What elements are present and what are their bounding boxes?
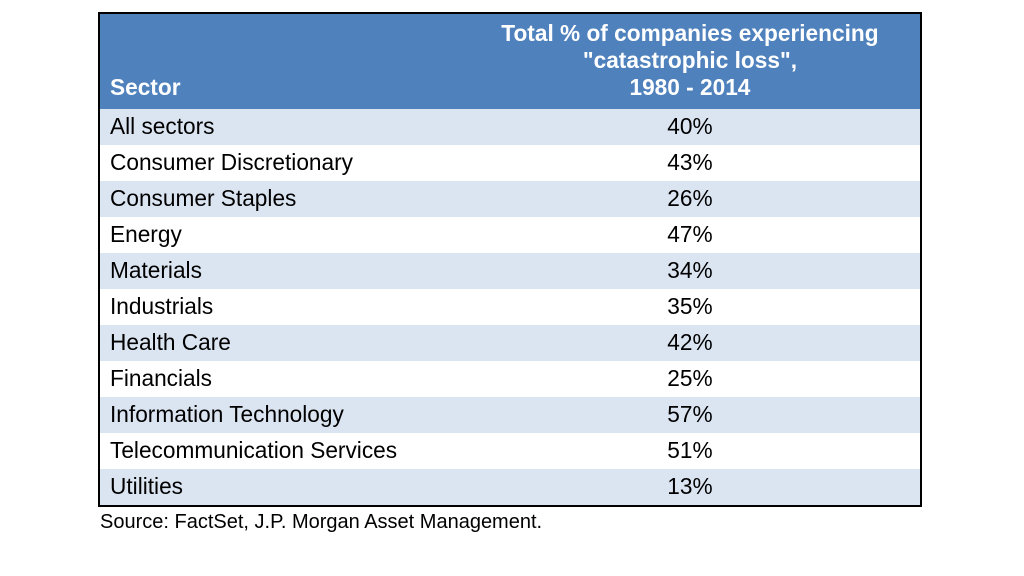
table-header: Sector Total % of companies experiencing… — [99, 13, 921, 109]
cell-sector: All sectors — [99, 109, 460, 145]
cell-value: 13% — [460, 469, 921, 506]
cell-sector: Telecommunication Services — [99, 433, 460, 469]
cell-value: 35% — [460, 289, 921, 325]
cell-sector: Consumer Staples — [99, 181, 460, 217]
cell-sector: Materials — [99, 253, 460, 289]
table-row: Telecommunication Services51% — [99, 433, 921, 469]
table-row: Industrials35% — [99, 289, 921, 325]
cell-sector: Consumer Discretionary — [99, 145, 460, 181]
cell-sector: Industrials — [99, 289, 460, 325]
cell-value: 43% — [460, 145, 921, 181]
cell-value: 25% — [460, 361, 921, 397]
cell-value: 34% — [460, 253, 921, 289]
cell-value: 40% — [460, 109, 921, 145]
table-row: All sectors40% — [99, 109, 921, 145]
table-body: All sectors40%Consumer Discretionary43%C… — [99, 109, 921, 506]
cell-value: 47% — [460, 217, 921, 253]
cell-value: 51% — [460, 433, 921, 469]
table-row: Information Technology57% — [99, 397, 921, 433]
table-row: Utilities13% — [99, 469, 921, 506]
table-row: Consumer Discretionary43% — [99, 145, 921, 181]
header-row: Sector Total % of companies experiencing… — [99, 13, 921, 109]
cell-value: 57% — [460, 397, 921, 433]
header-value-line-1: Total % of companies experiencing — [470, 20, 910, 47]
header-sector: Sector — [99, 13, 460, 109]
header-value-line-3: 1980 - 2014 — [470, 74, 910, 101]
cell-value: 26% — [460, 181, 921, 217]
cell-sector: Energy — [99, 217, 460, 253]
header-value-line-2: "catastrophic loss", — [470, 47, 910, 74]
cell-sector: Utilities — [99, 469, 460, 506]
table-row: Health Care42% — [99, 325, 921, 361]
header-value: Total % of companies experiencing "catas… — [460, 13, 921, 109]
table-row: Materials34% — [99, 253, 921, 289]
cell-value: 42% — [460, 325, 921, 361]
table-container: Sector Total % of companies experiencing… — [98, 12, 922, 534]
table-row: Consumer Staples26% — [99, 181, 921, 217]
cell-sector: Health Care — [99, 325, 460, 361]
cell-sector: Financials — [99, 361, 460, 397]
table-row: Energy47% — [99, 217, 921, 253]
cell-sector: Information Technology — [99, 397, 460, 433]
header-sector-label: Sector — [110, 74, 181, 100]
source-line: Source: FactSet, J.P. Morgan Asset Manag… — [98, 511, 922, 534]
table-row: Financials25% — [99, 361, 921, 397]
catastrophic-loss-table: Sector Total % of companies experiencing… — [98, 12, 922, 507]
